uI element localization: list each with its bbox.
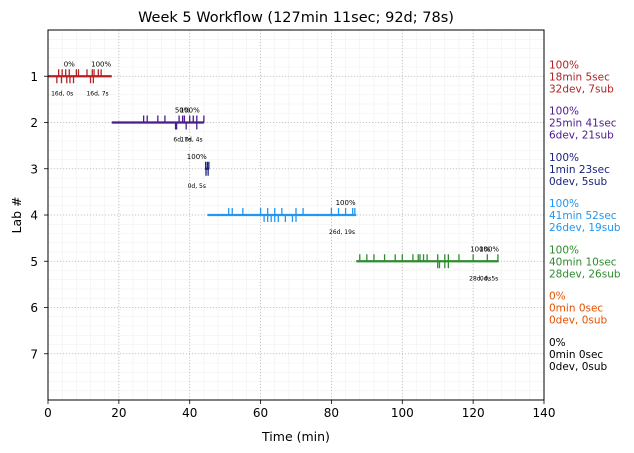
lab-1-summary-line: 32dev, 7sub xyxy=(549,83,614,95)
lab-7-summary-line: 0% xyxy=(549,337,566,349)
y-tick-label: 1 xyxy=(30,70,38,84)
lab-3-progress-label: 100% xyxy=(187,153,207,161)
lab-4-summary-line: 100% xyxy=(549,198,579,210)
lab-row-3: 100% 0d, 5s xyxy=(187,153,210,190)
lab-6-summary-line: 0min 0sec xyxy=(549,303,603,315)
lab-5-progress-label: 100% xyxy=(470,245,490,253)
lab-4-count-label: 26d, 19s xyxy=(329,229,355,236)
lab-2-progress-label: 100% xyxy=(180,107,200,115)
lab-4-summary-line: 41min 52sec xyxy=(549,210,617,222)
lab-row-1: 0% 100% 16d, 0s 16d, 7s xyxy=(48,60,112,97)
lab-5-summary-line: 100% xyxy=(549,244,579,256)
y-tick-label: 2 xyxy=(30,116,38,130)
axes: 0 20 40 60 80 100 120 140 1 2 3 4 5 6 7 xyxy=(30,70,555,420)
y-tick-label: 7 xyxy=(30,347,38,361)
lab-1-count-label: 16d, 0s xyxy=(51,90,73,97)
y-tick-label: 3 xyxy=(30,162,38,176)
x-tick-label: 60 xyxy=(253,406,268,420)
lab-5-summary-line: 28dev, 26sub xyxy=(549,268,621,280)
lab-1-summary-line: 100% xyxy=(549,59,579,71)
y-axis-label: Lab # xyxy=(9,196,24,233)
x-tick-label: 140 xyxy=(533,406,556,420)
lab-2-count-label: 6d, 0s xyxy=(173,137,191,144)
x-tick-label: 100 xyxy=(391,406,414,420)
lab-2-count-label: 17d, 4s xyxy=(180,137,202,144)
lab-3-count-label: 0d, 5s xyxy=(188,183,206,190)
lab-5-progress-label: 100% xyxy=(479,245,499,253)
lab-5-count-label: 0d, 5s xyxy=(480,275,498,282)
y-tick-label: 5 xyxy=(30,255,38,269)
lab-5-count-label: 28d, 0s xyxy=(469,275,491,282)
lab-1-count-label: 16d, 7s xyxy=(86,90,108,97)
x-tick-label: 80 xyxy=(324,406,339,420)
x-tick-label: 0 xyxy=(44,406,52,420)
y-tick-label: 4 xyxy=(30,209,38,223)
lab-7-summary-line: 0min 0sec xyxy=(549,349,603,361)
lab-7-summary-line: 0dev, 0sub xyxy=(549,361,608,373)
x-tick-label: 120 xyxy=(462,406,485,420)
lab-1-progress-label: 100% xyxy=(91,60,111,68)
y-tick-label: 6 xyxy=(30,301,38,315)
chart-title: Week 5 Workflow (127min 11sec; 92d; 78s) xyxy=(138,10,454,26)
lab-5-summary-line: 40min 10sec xyxy=(549,256,617,268)
lab-1-progress-label: 0% xyxy=(64,60,75,68)
lab-2-summary-line: 100% xyxy=(549,106,579,118)
lab-6-summary-line: 0% xyxy=(549,291,566,303)
x-axis-label: Time (min) xyxy=(261,429,330,444)
lab-4-summary-line: 26dev, 19sub xyxy=(549,222,621,234)
lab-row-4: 100% 26d, 19s xyxy=(207,199,357,236)
plot-frame xyxy=(47,29,545,401)
lab-3-summary-line: 1min 23sec xyxy=(549,164,610,176)
lab-2-summary-line: 25min 41sec xyxy=(549,118,617,130)
lab-1-summary-line: 18min 5sec xyxy=(549,71,610,83)
lab-3-summary-line: 0dev, 5sub xyxy=(549,176,608,188)
lab-2-progress-label: 50% xyxy=(175,107,191,115)
lab-4-progress-label: 100% xyxy=(336,199,356,207)
lab-2-summary-line: 6dev, 21sub xyxy=(549,130,614,142)
lab-6-summary-line: 0dev, 0sub xyxy=(549,315,608,327)
x-tick-label: 20 xyxy=(111,406,126,420)
x-tick-label: 40 xyxy=(182,406,197,420)
lab-3-summary-line: 100% xyxy=(549,152,579,164)
